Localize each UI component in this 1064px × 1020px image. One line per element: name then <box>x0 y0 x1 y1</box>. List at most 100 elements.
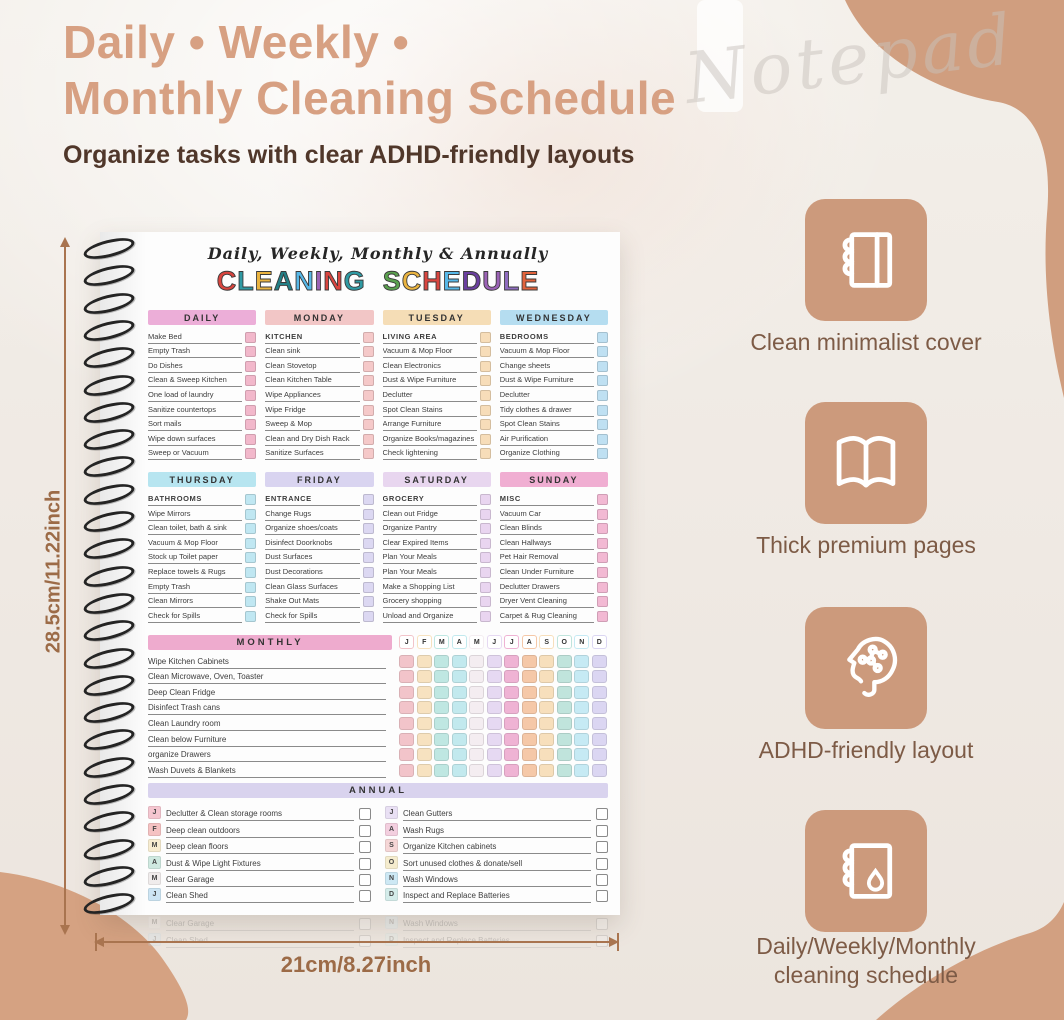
month-cell <box>451 763 467 777</box>
task-row: ENTRANCE <box>265 491 374 506</box>
month-cell <box>504 670 520 684</box>
task-checkbox <box>597 433 608 445</box>
annual-task-label: Dust & Wipe Light Fixtures <box>166 859 354 871</box>
day-header: SATURDAY <box>382 472 491 488</box>
task-label: Dryer Vent Cleaning <box>499 596 594 609</box>
annual-month-badge: J <box>148 888 161 902</box>
planner-title-letter: E <box>520 266 540 297</box>
task-row: Shake Out Mats <box>265 594 374 609</box>
task-label: Check for Spills <box>148 611 243 623</box>
annual-checkbox <box>596 873 608 886</box>
task-label: Sanitize countertops <box>148 405 243 417</box>
task-checkbox <box>479 610 491 622</box>
width-dimension-label: 21cm/8.27inch <box>280 952 432 977</box>
spiral-coil <box>81 343 137 373</box>
spiral-coil <box>81 370 137 400</box>
task-checkbox <box>597 537 608 549</box>
task-label: Spot Clean Stains <box>499 419 594 432</box>
month-cell <box>486 716 502 730</box>
task-label: Disinfect Doorknobs <box>265 538 360 550</box>
task-row: Clean sink <box>265 344 374 359</box>
task-label: Clean and Dry Dish Rack <box>265 434 360 446</box>
planner-title-letter: E <box>442 266 462 297</box>
monthly-row: Wipe Kitchen Cabinets <box>148 653 608 669</box>
task-label: One load of laundry <box>148 390 243 402</box>
planner-content: Daily, Weekly, Monthly & Annually CLEANI… <box>148 232 608 915</box>
day-panel-sunday: SUNDAY MISC Vacuum Car Clean Blinds Clean Ha… <box>499 472 608 623</box>
annual-row: F Deep clean outdoors <box>148 821 371 838</box>
task-row: BATHROOMS <box>148 491 257 506</box>
task-row: Check for Spills <box>265 608 374 623</box>
title-line-2: Monthly Cleaning Schedule <box>63 72 677 124</box>
task-checkbox <box>362 346 374 358</box>
task-row: Dust & Wipe Furniture <box>499 373 608 388</box>
task-checkbox <box>597 493 608 505</box>
annual-checkbox <box>359 841 371 854</box>
monthly-row: Clean below Furniture <box>148 731 608 747</box>
task-row: Disinfect Doorknobs <box>265 535 374 550</box>
month-cell <box>539 732 555 746</box>
feature-label-cover: Clean minimalist cover <box>750 329 982 355</box>
day-header: MONDAY <box>265 310 374 325</box>
task-row: Wipe Mirrors <box>148 506 257 521</box>
task-checkbox <box>597 360 608 372</box>
month-cell <box>521 732 537 746</box>
annual-month-badge: A <box>148 855 161 869</box>
month-cell <box>486 732 502 746</box>
annual-columns: J Declutter & Clean storage rooms F Deep cl… <box>148 805 608 904</box>
annual-row: M Clear Garage <box>148 871 371 887</box>
task-row: Check for Spills <box>148 608 257 623</box>
task-row: MISC <box>499 491 608 506</box>
month-cell <box>539 685 555 699</box>
planner-title: CLEANING SCHEDULE <box>148 266 608 297</box>
feature-tile-cover <box>805 199 927 321</box>
monthly-row: Disinfect Trash cans <box>148 700 608 716</box>
task-checkbox <box>597 375 608 387</box>
month-cell-grid <box>398 685 608 700</box>
task-row: Vacuum & Mop Floor <box>382 344 491 359</box>
task-row: Vacuum & Mop Floor <box>499 344 608 359</box>
task-checkbox <box>597 596 608 608</box>
task-row: Clean & Sweep Kitchen <box>148 373 257 388</box>
task-row: Spot Clean Stains <box>382 402 491 417</box>
month-cell <box>521 701 537 715</box>
month-cell <box>556 748 572 762</box>
task-label: ENTRANCE <box>265 494 360 506</box>
month-letter: J <box>399 635 415 649</box>
task-label: Clean out Fridge <box>382 509 477 521</box>
month-cell <box>399 654 415 668</box>
annual-row: A Wash Rugs <box>385 821 608 838</box>
task-label: Clean toilet, bath & sink <box>148 523 243 536</box>
annual-task-label: Sort unused clothes & donate/sell <box>403 859 591 871</box>
feature-label-pages: Thick premium pages <box>756 532 976 558</box>
monthly-row: Deep Clean Fridge <box>148 684 608 700</box>
month-cell <box>486 748 502 762</box>
month-cell-grid <box>398 716 608 731</box>
day-panel-daily: DAILY Make Bed Empty Trash Do Dishes Clean &… <box>148 310 257 461</box>
month-cell-grid <box>398 763 608 778</box>
task-label: Do Dishes <box>148 361 243 373</box>
task-label: Declutter <box>382 390 477 402</box>
task-checkbox <box>245 346 257 358</box>
task-row: One load of laundry <box>148 387 257 402</box>
task-label: Plan Your Meals <box>382 567 477 579</box>
annual-task-label: Organize Kitchen cabinets <box>403 842 591 855</box>
month-cell <box>556 763 572 777</box>
task-checkbox <box>597 508 608 520</box>
notebook-cover-icon <box>842 232 893 288</box>
annual-month-badge: M <box>148 916 161 930</box>
task-label: Change sheets <box>499 361 594 373</box>
task-checkbox <box>362 523 374 535</box>
task-row: Dryer Vent Cleaning <box>499 594 608 609</box>
task-row: Empty Trash <box>148 579 257 594</box>
month-cell <box>556 685 572 699</box>
month-cell <box>399 716 415 730</box>
task-label: Clean Glass Surfaces <box>265 582 360 594</box>
planner-title-letter: H <box>422 266 443 297</box>
month-cell <box>539 654 555 668</box>
task-label: Empty Trash <box>148 582 243 594</box>
month-cell <box>556 701 572 715</box>
task-checkbox <box>597 419 608 431</box>
annual-right-column: J Clean Gutters A Wash Rugs S Organize Kitche… <box>385 805 608 904</box>
task-checkbox <box>362 566 374 578</box>
